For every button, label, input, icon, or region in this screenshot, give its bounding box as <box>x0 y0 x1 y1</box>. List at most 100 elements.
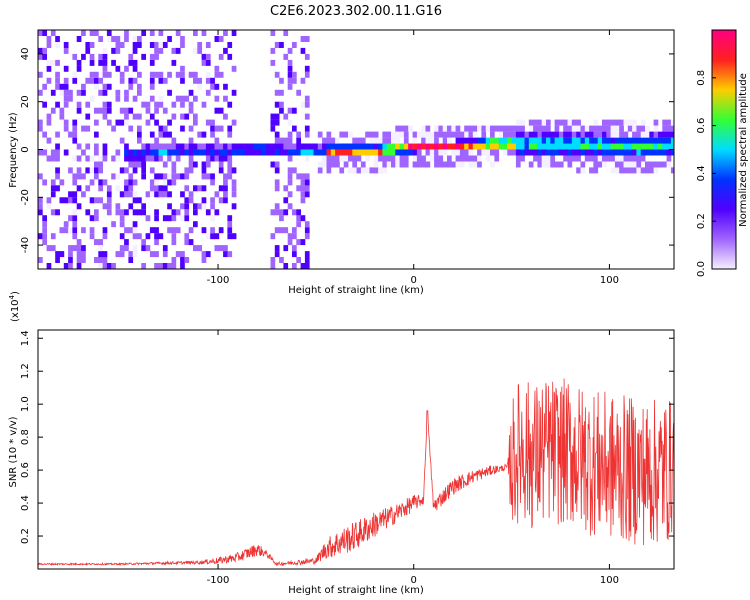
heatmap-cell <box>132 113 138 120</box>
heatmap-cell <box>162 251 168 258</box>
heatmap-cell <box>649 143 655 150</box>
heatmap-cell <box>576 149 581 156</box>
heatmap-cell <box>167 131 172 138</box>
heatmap-cell <box>81 245 86 252</box>
heatmap-cell <box>98 239 104 246</box>
heatmap-cell <box>481 149 487 156</box>
heatmap-cell <box>119 42 125 48</box>
heatmap-cell <box>98 155 104 162</box>
heatmap-cell <box>360 149 366 156</box>
heatmap-cell <box>287 71 293 78</box>
heatmap-cell <box>537 119 543 126</box>
heatmap-cell <box>606 155 612 162</box>
heatmap-cell <box>188 107 194 114</box>
heatmap-cell <box>511 149 517 156</box>
heatmap-cell <box>395 125 401 132</box>
snr-y-label: SNR (10 * v/v) <box>8 416 19 487</box>
heatmap-cell <box>459 149 465 156</box>
heatmap-cell <box>304 257 310 263</box>
heatmap-cell <box>171 155 177 162</box>
heatmap-cell <box>128 161 134 168</box>
heatmap-cell <box>115 119 121 126</box>
heatmap-cell <box>55 149 60 156</box>
heatmap-cell <box>50 209 56 216</box>
heatmap-cell <box>89 77 95 84</box>
heatmap-cell <box>373 155 379 162</box>
heatmap-cell <box>653 119 659 126</box>
heatmap-cell <box>158 191 164 198</box>
heatmap-cell <box>223 191 228 198</box>
heatmap-cell <box>490 143 495 150</box>
heatmap-cell <box>287 131 293 138</box>
heatmap-cell <box>322 137 327 144</box>
heatmap-cell <box>541 155 547 162</box>
heatmap-cell <box>666 125 672 132</box>
colorbar-tick-label: 0.8 <box>696 70 707 86</box>
heatmap-cell <box>468 161 474 168</box>
heatmap-cell <box>137 125 142 132</box>
spectrogram-y-label: Frequency (Hz) <box>8 112 19 188</box>
heatmap-cell <box>533 125 538 132</box>
heatmap-cell <box>507 149 513 156</box>
heatmap-cell <box>201 257 207 263</box>
heatmap-cell <box>162 149 168 156</box>
heatmap-cell <box>533 143 538 150</box>
heatmap-cell <box>593 137 599 144</box>
heatmap-cell <box>102 149 108 156</box>
heatmap-cell <box>317 149 323 156</box>
heatmap-cell <box>274 42 280 48</box>
heatmap-cell <box>175 95 181 102</box>
heatmap-cell <box>102 101 108 108</box>
heatmap-cell <box>158 263 164 269</box>
heatmap-cell <box>498 125 504 132</box>
heatmap-cell <box>46 36 52 42</box>
heatmap-cell <box>632 119 637 126</box>
heatmap-cell <box>541 149 547 156</box>
heatmap-cell <box>636 167 642 174</box>
heatmap-cell <box>602 131 607 138</box>
heatmap-cell <box>391 143 396 150</box>
heatmap-cell <box>270 59 276 66</box>
heatmap-cell <box>171 113 177 120</box>
heatmap-cell <box>412 155 418 162</box>
heatmap-cell <box>210 179 215 186</box>
x-tick-label: -100 <box>207 275 230 286</box>
heatmap-cell <box>141 209 147 216</box>
heatmap-cell <box>124 185 129 192</box>
heatmap-cell <box>201 149 207 156</box>
heatmap-cell <box>580 143 586 150</box>
heatmap-cell <box>304 251 310 258</box>
heatmap-cell <box>154 119 159 126</box>
heatmap-cell <box>563 149 568 156</box>
heatmap-cell <box>378 167 383 174</box>
heatmap-cell <box>137 71 142 78</box>
heatmap-cell <box>378 155 383 162</box>
heatmap-cell <box>214 65 220 72</box>
heatmap-cell <box>567 155 573 162</box>
heatmap-cell <box>554 161 560 168</box>
heatmap-cell <box>76 143 82 150</box>
heatmap-cell <box>42 149 48 156</box>
heatmap-cell <box>50 245 56 252</box>
heatmap-cell <box>102 71 108 78</box>
heatmap-cell <box>132 209 138 216</box>
heatmap-cell <box>442 143 448 150</box>
heatmap-cell <box>567 149 573 156</box>
heatmap-cell <box>42 101 48 108</box>
heatmap-cell <box>89 227 95 234</box>
heatmap-cell <box>283 227 289 234</box>
heatmap-cell <box>38 233 43 240</box>
heatmap-cell <box>425 131 431 138</box>
heatmap-cell <box>124 191 129 198</box>
heatmap-cell <box>106 83 112 90</box>
heatmap-cell <box>214 143 220 150</box>
heatmap-cell <box>98 251 104 258</box>
heatmap-cell <box>270 143 276 150</box>
heatmap-cell <box>214 233 220 240</box>
heatmap-cell <box>223 185 228 192</box>
heatmap-cell <box>270 233 276 240</box>
heatmap-cell <box>106 36 112 42</box>
heatmap-cell <box>42 233 48 240</box>
heatmap-cell <box>610 167 616 174</box>
heatmap-cell <box>128 227 134 234</box>
